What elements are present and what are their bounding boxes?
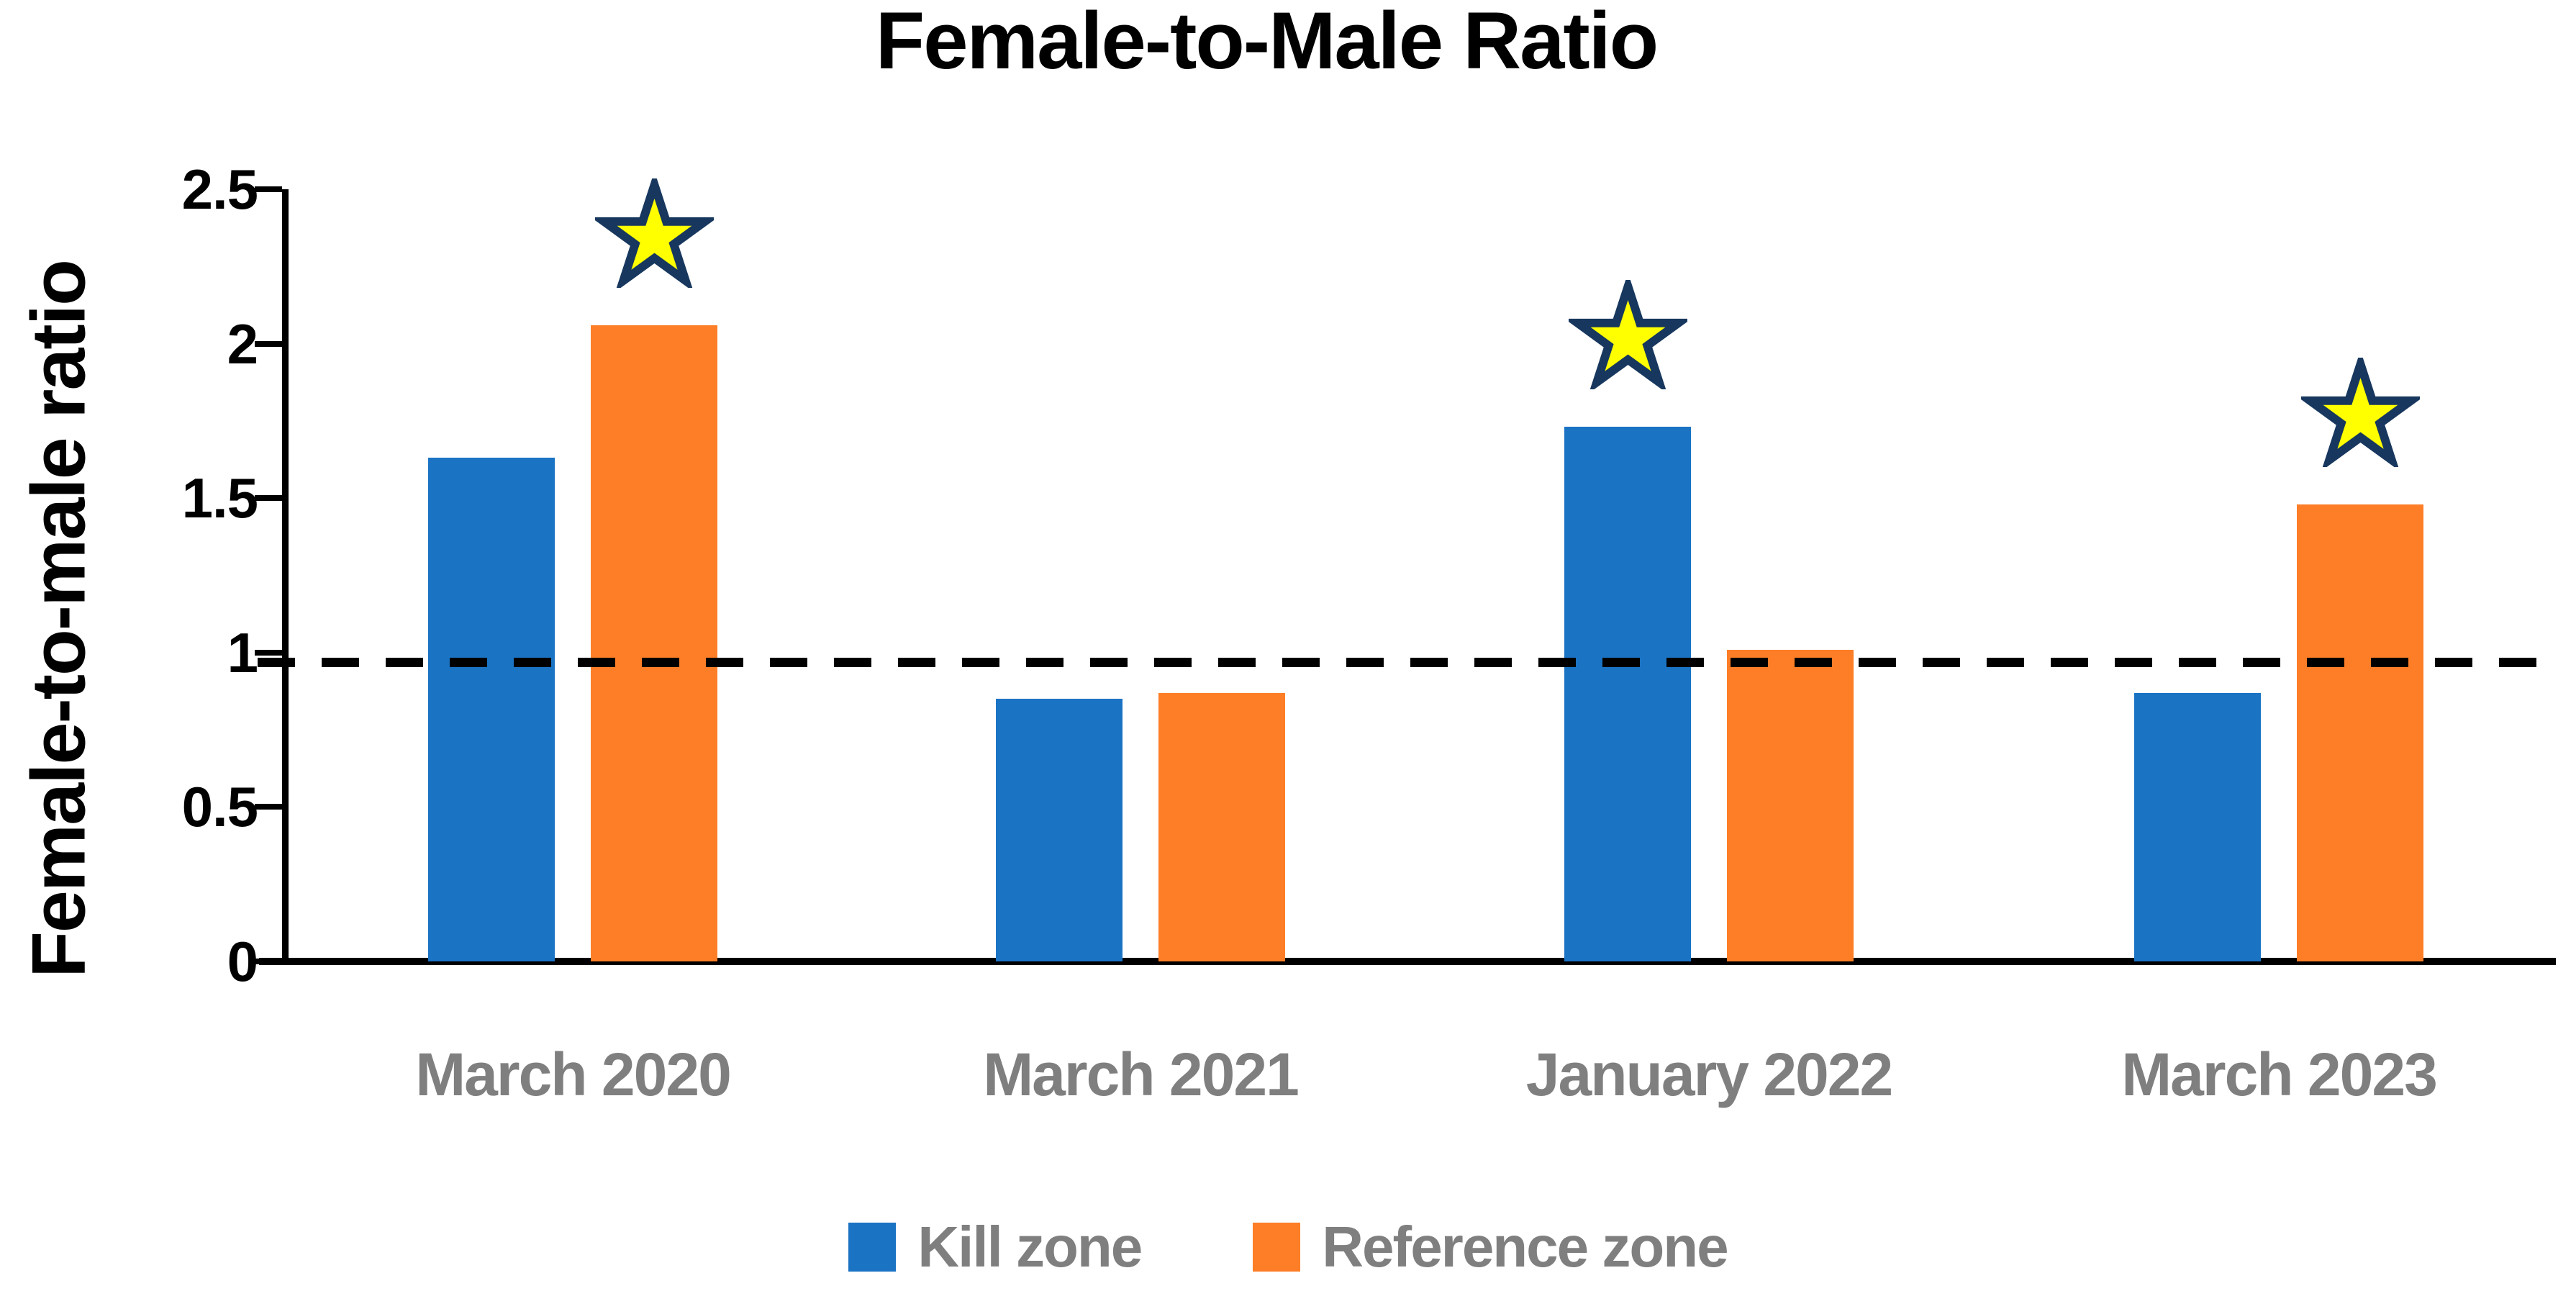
bar-kill-zone-march-2023	[2134, 692, 2261, 961]
legend-spacer	[1163, 1247, 1231, 1248]
y-tick	[255, 804, 282, 810]
legend-swatch-reference-zone	[1253, 1223, 1301, 1272]
y-tick	[255, 340, 282, 347]
bar-reference-zone-march-2021	[1158, 692, 1285, 961]
x-category-label: March 2021	[983, 1041, 1300, 1108]
legend-swatch-kill-zone	[848, 1223, 897, 1272]
y-tick-label: 1	[227, 620, 258, 684]
y-tick-label: 1.5	[181, 466, 258, 530]
star-icon	[590, 171, 718, 292]
bar-kill-zone-january-2022	[1564, 427, 1691, 961]
y-tick-label: 0.5	[181, 775, 258, 839]
y-tick	[255, 186, 282, 192]
reference-dashed-line	[258, 657, 2556, 667]
x-category-label: January 2022	[1525, 1041, 1893, 1108]
bar-kill-zone-march-2021	[996, 699, 1123, 961]
chart-title: Female-to-Male Ratio	[875, 0, 1659, 86]
y-axis-line	[282, 189, 289, 965]
x-axis-line	[259, 958, 2556, 965]
y-tick-label: 2	[227, 312, 258, 376]
x-category-label: March 2023	[2121, 1041, 2438, 1108]
bar-reference-zone-march-2023	[2297, 504, 2423, 961]
bar-kill-zone-march-2020	[428, 458, 555, 961]
y-tick-label: 2.5	[181, 158, 258, 221]
star-icon	[2296, 350, 2424, 471]
legend-label-kill-zone: Kill zone	[917, 1215, 1143, 1279]
bar-reference-zone-march-2020	[591, 325, 717, 961]
legend-label-reference-zone: Reference zone	[1322, 1215, 1728, 1279]
y-tick	[255, 495, 282, 502]
y-tick	[255, 649, 282, 656]
star-icon	[1564, 273, 1692, 394]
y-tick-label: 0	[227, 930, 258, 993]
bar-reference-zone-january-2022	[1727, 649, 1854, 961]
legend: Kill zone Reference zone	[0, 1215, 2576, 1279]
x-category-label: March 2020	[415, 1041, 732, 1108]
y-tick	[255, 959, 282, 964]
